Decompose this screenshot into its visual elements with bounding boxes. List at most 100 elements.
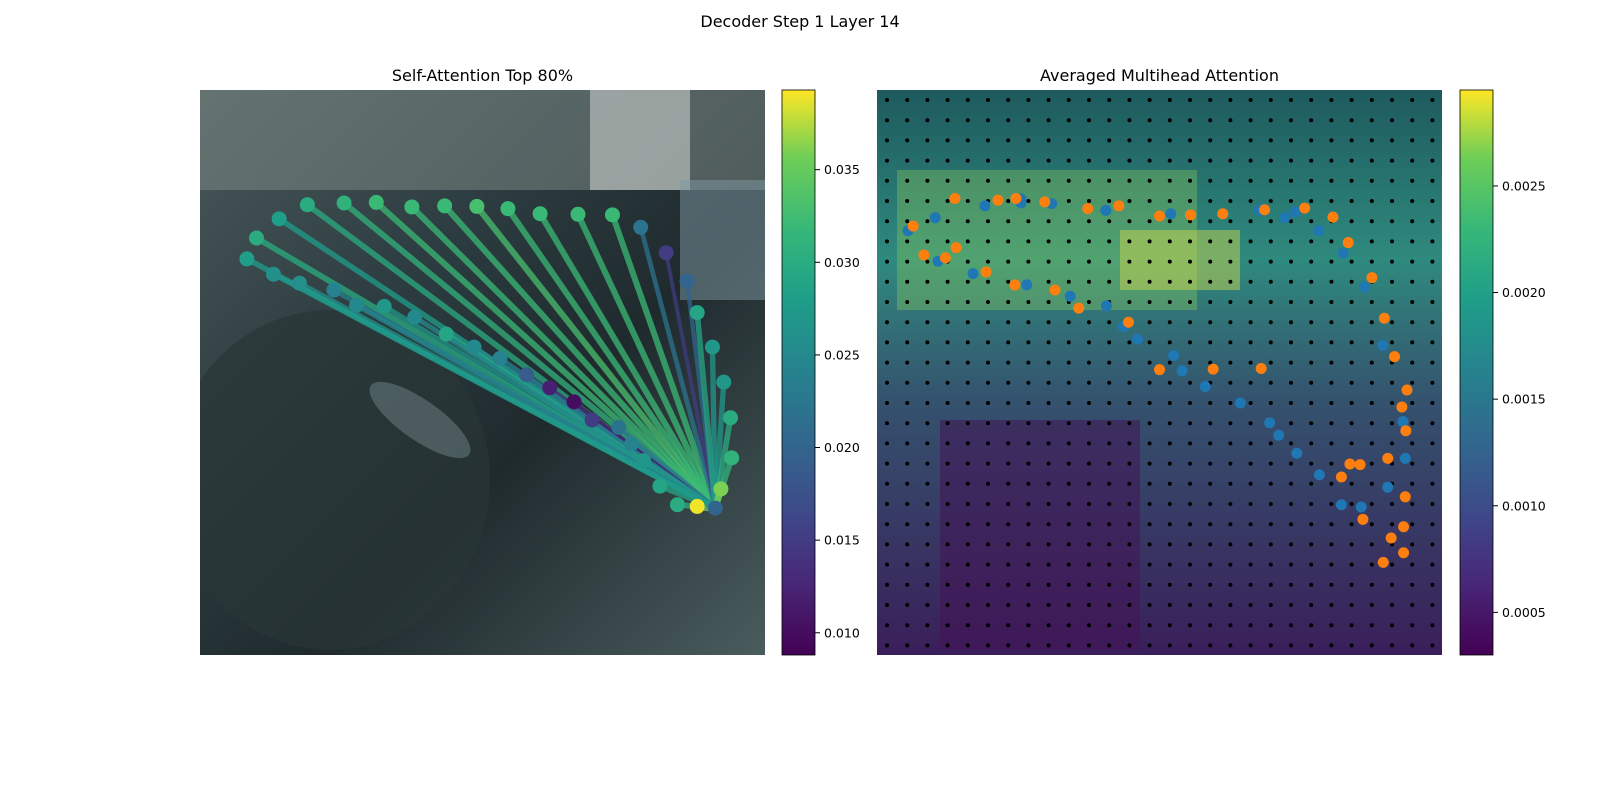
- grid-dot: [1248, 461, 1253, 466]
- grid-dot: [1228, 582, 1233, 587]
- grid-dot: [1167, 582, 1172, 587]
- grid-dot: [1410, 340, 1415, 345]
- grid-dot: [965, 178, 970, 183]
- grid-dot: [1369, 603, 1374, 607]
- grid-dot: [1248, 320, 1253, 325]
- grid-dot: [1066, 582, 1071, 587]
- grid-dot: [885, 380, 889, 385]
- attention-point: [679, 273, 695, 289]
- grid-dot: [1349, 158, 1354, 163]
- grid-dot: [945, 542, 950, 547]
- grid-dot: [1147, 643, 1152, 648]
- orange-point: [992, 194, 1004, 206]
- grid-dot: [1248, 340, 1253, 345]
- colorbar-tick-label: 0.030: [824, 255, 860, 270]
- orange-point: [1399, 491, 1411, 503]
- grid-dot: [905, 219, 910, 224]
- grid-dot: [1289, 623, 1293, 628]
- grid-dot: [1228, 259, 1233, 264]
- grid-dot: [1107, 219, 1112, 224]
- grid-dot: [1167, 320, 1172, 325]
- grid-dot: [1147, 441, 1152, 446]
- grid-dot: [986, 360, 990, 365]
- grid-dot: [1349, 542, 1354, 547]
- grid-dot: [1349, 582, 1354, 587]
- grid-dot: [1147, 562, 1152, 567]
- blue-point: [1100, 300, 1112, 312]
- grid-dot: [1268, 219, 1273, 224]
- grid-dot: [965, 239, 970, 244]
- grid-dot: [1369, 360, 1374, 365]
- grid-dot: [1188, 360, 1192, 365]
- grid-dot: [905, 300, 910, 304]
- grid-dot: [1228, 441, 1233, 446]
- grid-dot: [1289, 562, 1293, 567]
- orange-point: [1385, 532, 1397, 544]
- attention-point: [716, 374, 732, 390]
- attention-point: [724, 450, 740, 466]
- grid-dot: [1167, 300, 1172, 304]
- attention-point: [723, 410, 739, 426]
- grid-dot: [1369, 118, 1374, 123]
- attention-point: [271, 211, 287, 227]
- grid-dot: [945, 421, 950, 426]
- grid-dot: [1127, 603, 1132, 607]
- attention-point: [704, 339, 720, 355]
- blue-point: [1168, 350, 1180, 362]
- grid-dot: [986, 340, 990, 345]
- colorbar-tick-label: 0.0015: [1502, 392, 1546, 407]
- grid-dot: [1066, 461, 1071, 466]
- grid-dot: [1289, 340, 1293, 345]
- grid-dot: [1087, 320, 1091, 325]
- attention-point: [492, 350, 508, 366]
- grid-dot: [1289, 138, 1293, 143]
- grid-dot: [1289, 199, 1293, 203]
- grid-dot: [1087, 199, 1091, 203]
- grid-dot: [1127, 421, 1132, 426]
- grid-dot: [1268, 320, 1273, 325]
- colorbar-tick-label: 0.015: [824, 533, 860, 548]
- grid-dot: [1167, 178, 1172, 183]
- grid-dot: [965, 401, 970, 405]
- grid-dot: [1208, 118, 1213, 123]
- orange-point: [949, 192, 961, 204]
- grid-dot: [1248, 259, 1253, 264]
- orange-point: [1366, 272, 1378, 284]
- grid-dot: [1006, 421, 1011, 426]
- grid-dot: [1289, 643, 1293, 648]
- grid-dot: [1268, 199, 1273, 203]
- reference-dot-grid: [885, 98, 1435, 648]
- attention-point: [611, 419, 627, 435]
- grid-dot: [1329, 279, 1334, 284]
- grid-dot: [1107, 158, 1112, 163]
- grid-dot: [1046, 340, 1051, 345]
- grid-dot: [1127, 239, 1132, 244]
- grid-dot: [1046, 300, 1051, 304]
- grid-dot: [1329, 562, 1334, 567]
- grid-dot: [1046, 118, 1051, 123]
- grid-dot: [1430, 178, 1435, 183]
- grid-dot: [1107, 360, 1112, 365]
- grid-dot: [885, 522, 889, 527]
- grid-dot: [986, 582, 990, 587]
- grid-dot: [1309, 340, 1314, 345]
- grid-dot: [1087, 481, 1091, 486]
- grid-dot: [1228, 138, 1233, 143]
- grid-dot: [1309, 158, 1314, 163]
- grid-dot: [1026, 401, 1031, 405]
- grid-dot: [1410, 300, 1415, 304]
- grid-dot: [925, 279, 930, 284]
- grid-dot: [1107, 138, 1112, 143]
- grid-dot: [1410, 441, 1415, 446]
- grid-dot: [986, 259, 990, 264]
- grid-dot: [1309, 522, 1314, 527]
- grid-dot: [1167, 118, 1172, 123]
- grid-dot: [1147, 481, 1152, 486]
- grid-dot: [1228, 603, 1233, 607]
- grid-dot: [1127, 219, 1132, 224]
- grid-dot: [1349, 522, 1354, 527]
- grid-dot: [1167, 219, 1172, 224]
- grid-dot: [905, 582, 910, 587]
- grid-dot: [1087, 522, 1091, 527]
- grid-dot: [1329, 542, 1334, 547]
